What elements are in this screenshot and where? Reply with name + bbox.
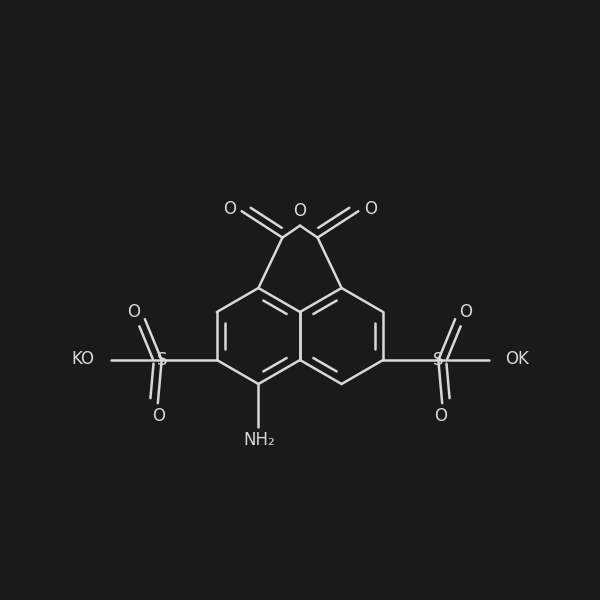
Text: O: O [364, 200, 377, 218]
Text: S: S [157, 351, 167, 369]
Text: O: O [293, 202, 307, 220]
Text: O: O [152, 407, 166, 425]
Text: NH₂: NH₂ [244, 431, 275, 449]
Text: KO: KO [71, 350, 94, 368]
Text: O: O [434, 407, 448, 425]
Text: S: S [433, 351, 443, 369]
Text: OK: OK [506, 350, 529, 368]
Text: O: O [223, 200, 236, 218]
Text: O: O [460, 303, 472, 321]
Text: O: O [128, 303, 140, 321]
